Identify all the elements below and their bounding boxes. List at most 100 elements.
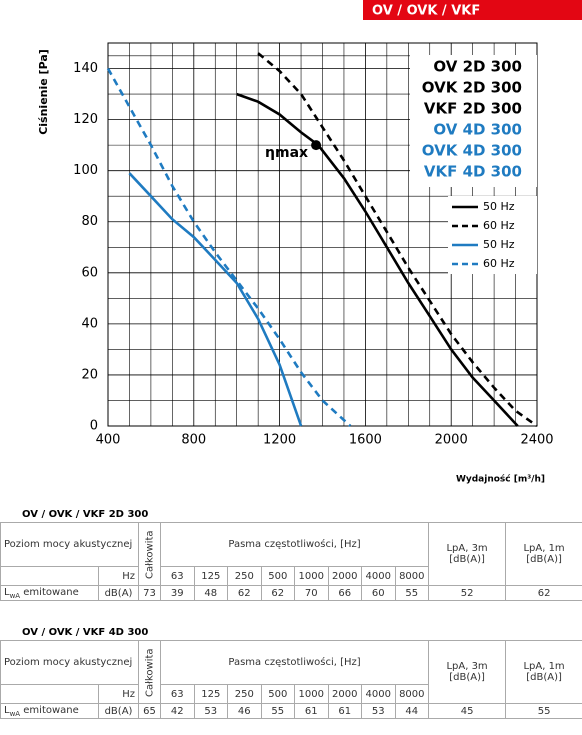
model-label: OV 2D 300 [433,58,522,76]
value-cell: 48 [193,585,229,601]
band-cell: 125 [193,566,229,586]
header-cell: Pasma częstotliwości, [Hz] [160,640,430,685]
table-block: OV / OVK / VKF 4D 300 Poziom mocy akustyc… [0,626,582,719]
x-tick-label: 800 [181,433,206,448]
banner: OV / OVK / VKF [372,4,480,19]
value-cell: 55 [260,703,296,719]
header-row: Poziom mocy akustycznej Całkowita Pasma cz… [0,640,582,704]
lpa1-cell: 55 [505,703,582,719]
y-tick-label: 140 [73,61,98,76]
model-label: VKF 4D 300 [424,163,522,181]
lpa1-cell: 62 [505,585,582,601]
row-label-rest: emitowane [20,704,79,716]
band-cell: 125 [193,684,229,704]
header-cell: LpA, 3m [dB(A)] [428,640,507,704]
model-label: VKF 2D 300 [424,100,522,118]
x-tick-label: 2000 [435,433,468,448]
header-row: Poziom mocy akustycznej Całkowita Pasma cz… [0,522,582,586]
band-cell: 1000 [294,684,329,704]
model-label: OVK 4D 300 [422,142,522,160]
band-cell: 500 [260,684,296,704]
y-tick-label: 80 [81,214,98,229]
unit-cell: Hz [97,566,140,586]
band-cell: 8000 [394,566,430,586]
y-tick-label: 0 [90,419,98,434]
row-label: LwA emitowane [0,703,99,719]
band-cell: 63 [160,684,195,704]
table-title: OV / OVK / VKF 2D 300 [22,509,149,520]
value-cell: 46 [227,703,262,719]
y-tick-label: 40 [81,316,98,331]
spec-table: Poziom mocy akustycznej Całkowita Pasma cz… [0,522,582,601]
value-cell: 61 [327,703,363,719]
legend-label: 50 Hz [483,238,515,251]
band-cell: 2000 [327,684,363,704]
header-cell: LpA, 3m [dB(A)] [428,522,507,586]
total-cell: 73 [138,585,162,601]
value-cell: 60 [361,585,396,601]
value-cell: 53 [193,703,229,719]
empty-cell [0,684,99,704]
data-row: LwA emitowane dB(A) 65 42 53 46 55 61 61 53 44 45 55 [0,703,582,719]
unit-cell: dB(A) [97,585,140,601]
annotation-label: ηmax [265,145,308,161]
value-cell: 61 [294,703,329,719]
value-cell: 55 [394,585,430,601]
band-cell: 8000 [394,684,430,704]
x-tick-label: 1600 [349,433,382,448]
band-cell: 4000 [361,566,396,586]
y-tick-label: 100 [73,163,98,178]
model-label: OVK 2D 300 [422,79,522,97]
header-cell: Poziom mocy akustycznej [0,522,140,567]
legend-label: 60 Hz [483,219,515,232]
x-tick-label: 2400 [520,433,553,448]
y-tick-label: 120 [73,112,98,127]
y-tick-label: 20 [81,367,98,382]
header-cell: LpA, 1m [dB(A)] [505,522,582,586]
unit-cell: dB(A) [97,703,140,719]
unit-cell: Hz [97,684,140,704]
header-cell: LpA, 1m [dB(A)] [505,640,582,704]
lpa3-cell: 45 [428,703,507,719]
spec-table: Poziom mocy akustycznej Całkowita Pasma cz… [0,640,582,719]
value-cell: 53 [361,703,396,719]
model-box [410,55,537,187]
value-cell: 39 [160,585,195,601]
model-label: OV 4D 300 [433,121,522,139]
x-tick-label: 1200 [263,433,296,448]
header-cell: Całkowita [138,522,161,586]
banner-bg [363,0,582,20]
lpa3-cell: 52 [428,585,507,601]
annotation-point [311,140,322,151]
value-cell: 42 [160,703,195,719]
legend-box [448,196,537,274]
header-cell: Poziom mocy akustycznej [0,640,140,685]
row-label: LwA emitowane [0,585,99,601]
band-cell: 4000 [361,684,396,704]
band-cell: 1000 [294,566,329,586]
row-label-rest: emitowane [20,586,79,598]
total-cell: 65 [138,703,162,719]
value-cell: 62 [227,585,262,601]
data-row: LwA emitowane dB(A) 73 39 48 62 62 70 66 60 55 52 62 [0,585,582,601]
table-block: OV / OVK / VKF 2D 300 Poziom mocy akustyc… [0,508,582,601]
table-title: OV / OVK / VKF 4D 300 [22,627,149,638]
series-line [236,92,519,427]
row-label-sub: wA [9,709,21,718]
row-label-sub: wA [9,591,21,600]
chart: OV / OVK / VKF Ciśnienie [Pa] Wydajność … [37,0,582,485]
x-axis-label: Wydajność [m³/h] [456,474,545,485]
header-row: Hz 63 125 250 500 1000 2000 4000 8000 [0,684,582,704]
empty-cell [0,566,99,586]
y-axis-label: Ciśnienie [Pa] [37,49,50,135]
value-cell: 70 [294,585,329,601]
legend-label: 60 Hz [483,257,515,270]
band-cell: 500 [260,566,296,586]
band-cell: 2000 [327,566,363,586]
value-cell: 62 [260,585,296,601]
series-line [257,52,538,428]
row-label-main: L [4,704,10,716]
series-line [106,67,352,427]
header-cell: Całkowita [138,640,161,704]
